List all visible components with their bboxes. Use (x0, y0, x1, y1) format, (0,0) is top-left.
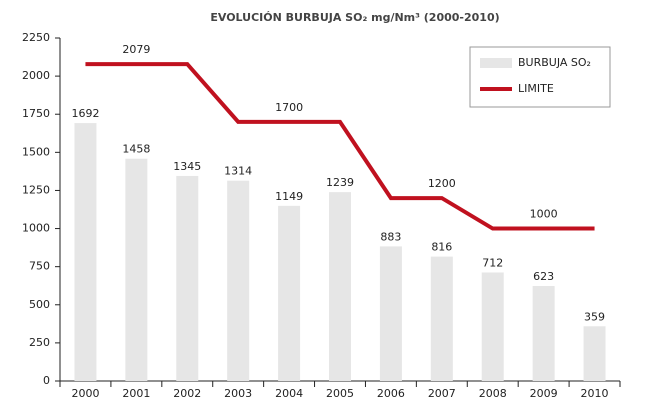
x-tick-label: 2006 (377, 387, 405, 400)
legend-label: LIMITE (518, 82, 554, 95)
line-value-label: 1200 (428, 177, 456, 190)
bar-value-label: 359 (584, 310, 605, 323)
x-tick-label: 2007 (428, 387, 456, 400)
y-tick-label: 1000 (22, 222, 50, 235)
x-tick-label: 2004 (275, 387, 303, 400)
limit-line (85, 62, 595, 231)
bar-value-label: 1458 (122, 143, 150, 156)
bar (125, 158, 148, 381)
bar (481, 272, 504, 381)
x-tick-label: 2002 (173, 387, 201, 400)
x-tick-label: 2005 (326, 387, 354, 400)
bar (329, 192, 351, 381)
bar-value-label: 1345 (173, 160, 201, 173)
y-tick-label: 750 (29, 260, 50, 273)
bar (532, 286, 555, 381)
y-tick-label: 1250 (22, 183, 50, 196)
x-tick-label: 2001 (122, 387, 150, 400)
bar-value-label: 1239 (326, 176, 354, 189)
y-tick-label: 1750 (22, 107, 50, 120)
bar-value-label: 1692 (71, 107, 99, 120)
chart-title: EVOLUCIÓN BURBUJA SO₂ mg/Nm³ (2000-2010) (210, 11, 499, 24)
legend-box (469, 46, 611, 108)
x-tick-label: 2008 (479, 387, 507, 400)
bar-value-label: 816 (431, 241, 452, 254)
y-tick-label: 2250 (22, 31, 50, 44)
bar (583, 326, 606, 381)
bar (278, 205, 301, 381)
bar-value-label: 883 (380, 230, 401, 243)
x-tick-label: 2003 (224, 387, 252, 400)
legend-label: BURBUJA SO₂ (518, 56, 591, 69)
x-tick-label: 2000 (71, 387, 99, 400)
legend-swatch (480, 58, 512, 68)
line-value-label: 1700 (275, 101, 303, 114)
bar (430, 256, 453, 381)
y-tick-label: 1500 (22, 145, 50, 158)
x-tick-label: 2010 (581, 387, 609, 400)
y-tick-label: 500 (29, 298, 50, 311)
bar (176, 175, 199, 381)
bar (379, 246, 402, 381)
line-value-label: 2079 (122, 43, 150, 56)
y-tick-label: 2000 (22, 69, 50, 82)
y-tick-label: 250 (29, 336, 50, 349)
bar (227, 180, 250, 381)
y-tick-label: 0 (43, 374, 50, 387)
line-value-label: 1000 (530, 208, 558, 221)
x-tick-label: 2009 (530, 387, 558, 400)
bar-value-label: 712 (482, 256, 503, 269)
bar-value-label: 1149 (275, 190, 303, 203)
bar (74, 123, 97, 382)
bar-value-label: 623 (533, 270, 554, 283)
bar-value-label: 1314 (224, 165, 252, 178)
